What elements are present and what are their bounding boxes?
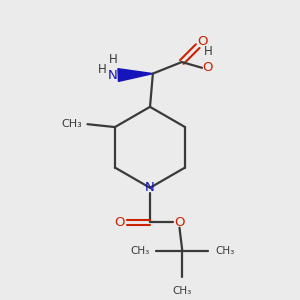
- Text: O: O: [197, 35, 207, 48]
- Polygon shape: [118, 69, 153, 81]
- Text: CH₃: CH₃: [173, 286, 192, 296]
- Text: O: O: [174, 216, 185, 229]
- Text: O: O: [202, 61, 213, 74]
- Text: CH₃: CH₃: [61, 119, 82, 129]
- Text: H: H: [203, 45, 212, 58]
- Text: H: H: [109, 52, 117, 66]
- Text: N: N: [145, 181, 155, 194]
- Text: H: H: [98, 63, 107, 76]
- Text: N: N: [108, 68, 118, 82]
- Text: CH₃: CH₃: [130, 246, 149, 256]
- Text: O: O: [114, 216, 125, 229]
- Text: CH₃: CH₃: [216, 246, 235, 256]
